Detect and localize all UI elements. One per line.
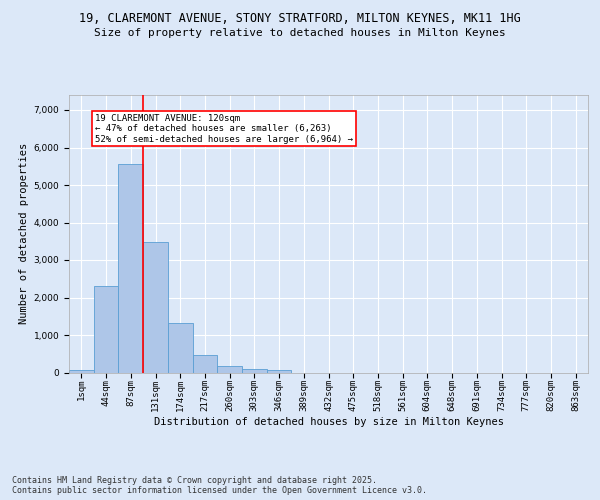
Bar (118, 164, 143, 372)
Bar (193, 355, 217, 372)
Bar (168, 323, 193, 372)
Bar (267, 370, 292, 372)
Bar (69, 370, 94, 372)
Text: Size of property relative to detached houses in Milton Keynes: Size of property relative to detached ho… (94, 28, 506, 38)
Y-axis label: Number of detached properties: Number of detached properties (19, 143, 29, 324)
Text: 19 CLAREMONT AVENUE: 120sqm
← 47% of detached houses are smaller (6,263)
52% of : 19 CLAREMONT AVENUE: 120sqm ← 47% of det… (95, 114, 353, 144)
Bar (143, 242, 168, 372)
Text: 19, CLAREMONT AVENUE, STONY STRATFORD, MILTON KEYNES, MK11 1HG: 19, CLAREMONT AVENUE, STONY STRATFORD, M… (79, 12, 521, 26)
X-axis label: Distribution of detached houses by size in Milton Keynes: Distribution of detached houses by size … (154, 416, 503, 426)
Bar (242, 369, 267, 372)
Bar (217, 366, 242, 372)
Text: Contains HM Land Registry data © Crown copyright and database right 2025.
Contai: Contains HM Land Registry data © Crown c… (12, 476, 427, 495)
Bar (94, 286, 118, 372)
